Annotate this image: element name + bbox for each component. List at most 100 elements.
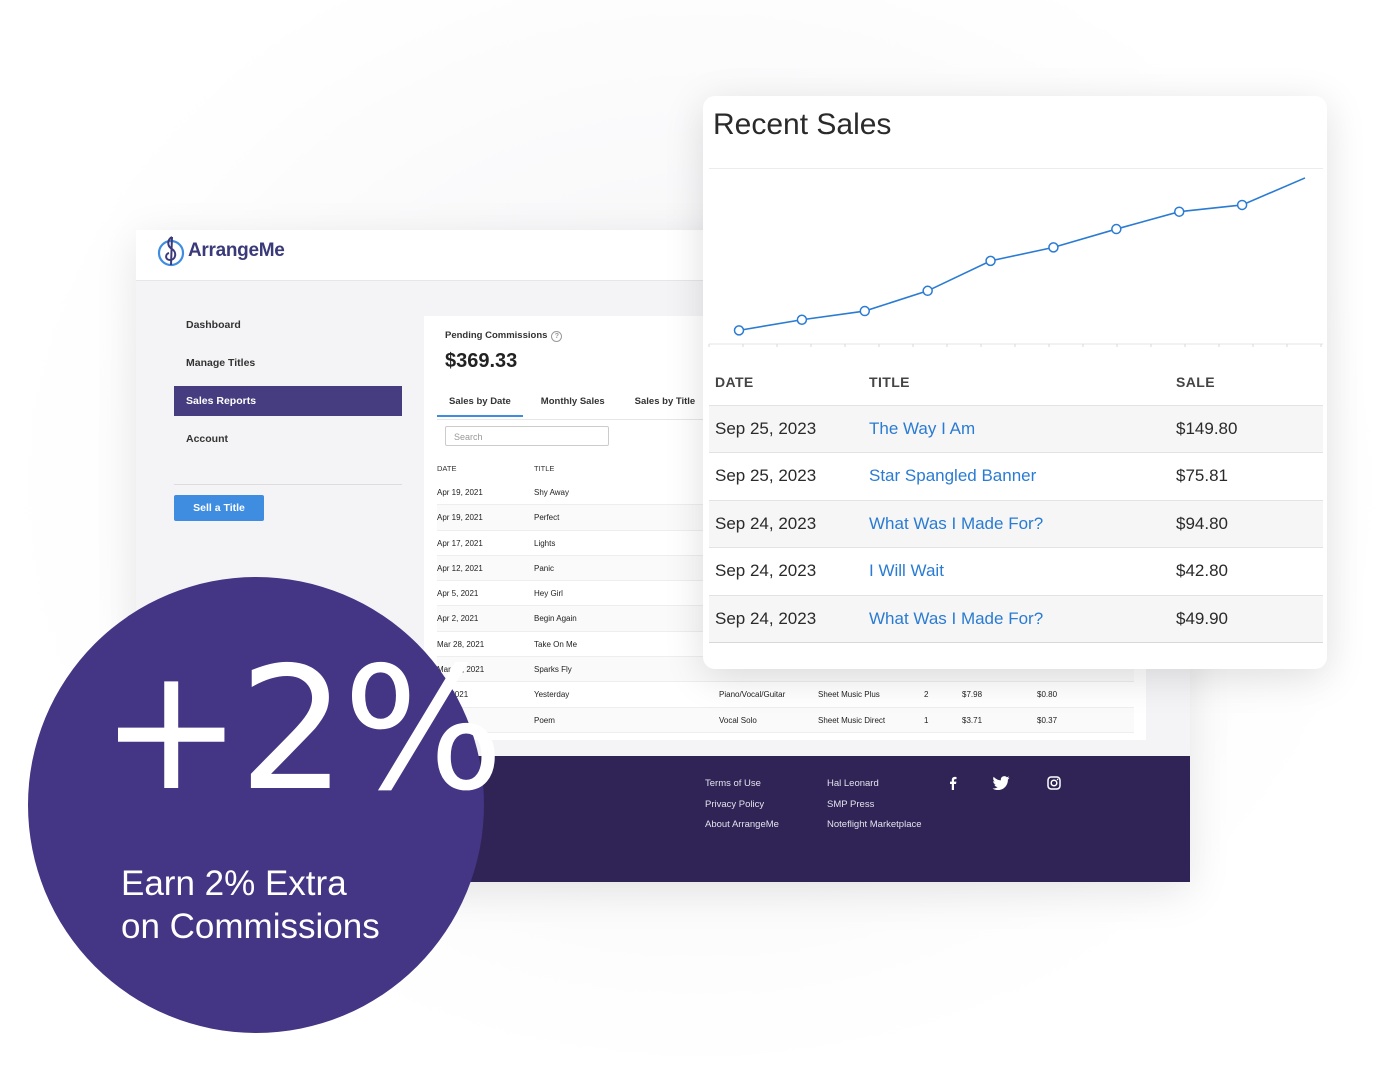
column-header-sale: SALE: [1176, 374, 1215, 390]
cell-date: Mar 21, 2021: [437, 665, 485, 675]
table-row: Sep 24, 2023 What Was I Made For? $49.90: [709, 594, 1323, 642]
table-row: Sep 24, 2023 I Will Wait $42.80: [709, 547, 1323, 594]
cell-date: Sep 24, 2023: [715, 561, 817, 581]
sale-title-link[interactable]: Star Spangled Banner: [869, 466, 1037, 486]
recent-sales-header: DATE TITLE SALE: [709, 369, 1323, 405]
table-row: Sep 25, 2023 Star Spangled Banner $75.81: [709, 452, 1323, 499]
cell-arrangement: Vocal Solo: [719, 715, 757, 725]
footer-link[interactable]: Privacy Policy: [705, 798, 765, 810]
cell-title: Yesterday: [534, 690, 570, 700]
instagram-icon[interactable]: [1047, 776, 1061, 790]
table-row: 18, 2021YesterdayPiano/Vocal/GuitarSheet…: [437, 682, 1134, 708]
table-end-divider: [709, 641, 1323, 643]
footer-link[interactable]: SMP Press: [827, 798, 875, 810]
cell-arrangement: Piano/Vocal/Guitar: [719, 690, 786, 700]
data-point[interactable]: [922, 285, 933, 297]
recent-sales-title: Recent Sales: [713, 108, 892, 141]
treble-clef-icon: [157, 236, 185, 267]
badge-line-1: Earn 2% Extra: [121, 864, 347, 903]
cell-title: Begin Again: [534, 614, 577, 624]
report-tabs: Sales by Date Monthly Sales Sales by Tit…: [437, 394, 713, 417]
cell-price: $7.98: [962, 690, 983, 700]
cell-date: Apr 17, 2021: [437, 538, 483, 548]
data-point[interactable]: [1048, 242, 1059, 253]
twitter-icon[interactable]: [992, 776, 1010, 790]
cell-date: Sep 25, 2023: [715, 419, 817, 438]
logo[interactable]: ArrangeMe: [156, 234, 285, 268]
sidebar-item-manage-titles[interactable]: Manage Titles: [186, 357, 256, 369]
data-point[interactable]: [1111, 223, 1122, 235]
footer-link[interactable]: About ArrangeMe: [705, 819, 779, 830]
cell-title: Take On Me: [534, 639, 578, 649]
cell-title: Lights: [534, 538, 556, 548]
pending-commissions-amount: $369.33: [445, 350, 518, 372]
cell-date: Sep 24, 2023: [715, 513, 817, 533]
badge-line-2: on Commissions: [121, 907, 380, 946]
data-point[interactable]: [859, 305, 871, 317]
table-row: Sep 25, 2023 The Way I Am $149.80: [709, 405, 1323, 453]
cell-title: Perfect: [534, 513, 560, 523]
data-point[interactable]: [1236, 199, 1248, 211]
sidebar-item-account[interactable]: Account: [186, 433, 228, 445]
cell-date: Sep 25, 2023: [715, 466, 817, 486]
cell-sale: $75.81: [1176, 466, 1228, 486]
footer-links-1: Terms of Use Privacy Policy About Arrang…: [705, 774, 779, 836]
recent-sales-table-body: Sep 25, 2023 The Way I Am $149.80 Sep 25, 2…: [709, 405, 1323, 643]
data-point[interactable]: [733, 325, 745, 336]
facebook-icon[interactable]: [947, 776, 959, 790]
cell-qty: 2: [924, 690, 929, 700]
sales-series-line: [738, 177, 1306, 332]
badge-percent: +2%: [100, 631, 504, 829]
column-header-date: DATE: [437, 464, 457, 473]
footer-links-2: Hal Leonard SMP Press Noteflight Marketp…: [827, 774, 922, 836]
badge-caption: Earn 2% Extra on Commissions: [121, 862, 380, 948]
cell-sale: $42.80: [1176, 561, 1228, 581]
pending-commissions-label: Pending Commissions?: [445, 330, 563, 342]
data-point[interactable]: [985, 255, 996, 267]
cell-date: Apr 5, 2021: [437, 589, 479, 599]
cell-commission: $0.37: [1037, 715, 1058, 725]
cell-date: Apr 19, 2021: [437, 488, 483, 497]
cell-date: Apr 12, 2021: [437, 563, 483, 573]
column-header-title: TITLE: [869, 374, 910, 390]
footer-link[interactable]: Noteflight Marketplace: [827, 819, 922, 830]
cell-sale: $49.90: [1176, 608, 1228, 628]
sale-title-link[interactable]: The Way I Am: [869, 419, 976, 438]
cell-price: $3.71: [962, 715, 983, 725]
cell-date: Apr 2, 2021: [437, 614, 479, 624]
commission-badge: +2% Earn 2% Extra on Commissions: [28, 577, 504, 1033]
cell-commission: $0.80: [1037, 690, 1058, 700]
footer-link[interactable]: Terms of Use: [705, 778, 761, 789]
cell-title: Poem: [534, 715, 555, 725]
cell-title: Hey Girl: [534, 589, 563, 599]
data-point[interactable]: [796, 314, 808, 325]
cell-store: Sheet Music Plus: [818, 690, 880, 700]
data-point[interactable]: [1173, 206, 1185, 217]
tab-sales-by-title[interactable]: Sales by Title: [634, 396, 696, 407]
cell-qty: 1: [924, 715, 929, 725]
recent-sales-chart: [708, 177, 1323, 347]
cell-title: Panic: [534, 563, 555, 573]
sale-title-link[interactable]: What Was I Made For?: [869, 513, 1044, 533]
recent-sales-card: Recent Sales DATE TITLE SALE Sep 25, 202…: [703, 96, 1327, 669]
help-icon[interactable]: ?: [551, 331, 563, 342]
cell-title: Shy Away: [534, 488, 569, 497]
tab-monthly-sales[interactable]: Monthly Sales: [540, 396, 605, 407]
sidebar-item-sales-reports[interactable]: Sales Reports: [174, 386, 402, 416]
pending-commissions-text: Pending Commissions: [445, 330, 548, 341]
sidebar: Dashboard Manage Titles Sales Reports Ac…: [174, 310, 402, 521]
sell-a-title-button[interactable]: Sell a Title: [174, 495, 264, 521]
table-row: Sep 24, 2023 What Was I Made For? $94.80: [709, 499, 1323, 548]
sale-title-link[interactable]: What Was I Made For?: [869, 608, 1044, 628]
footer-link[interactable]: Hal Leonard: [827, 778, 879, 789]
cell-sale: $149.80: [1176, 419, 1238, 438]
card-divider: [709, 168, 1323, 169]
cell-store: Sheet Music Direct: [818, 715, 886, 725]
column-header-date: DATE: [715, 374, 754, 390]
sale-title-link[interactable]: I Will Wait: [869, 561, 944, 581]
sidebar-item-dashboard[interactable]: Dashboard: [186, 319, 241, 331]
tab-sales-by-date[interactable]: Sales by Date: [437, 394, 523, 417]
search-input[interactable]: Search: [445, 426, 609, 446]
logo-text: ArrangeMe: [188, 240, 285, 261]
